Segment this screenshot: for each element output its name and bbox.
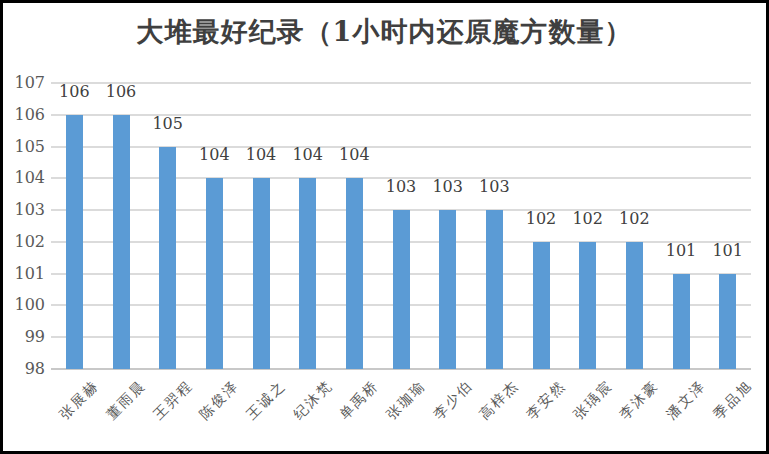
bar: [206, 178, 223, 369]
x-axis-category-label: 季品旭: [710, 377, 757, 424]
y-axis-tick-label: 106: [3, 106, 45, 124]
bar: [113, 115, 130, 369]
bar: [719, 274, 736, 369]
y-axis-tick-label: 107: [3, 74, 45, 92]
y-gridline: [51, 146, 751, 148]
bar-value-label: 102: [602, 210, 666, 228]
x-axis-category-label: 高梓杰: [476, 377, 523, 424]
bar: [66, 115, 83, 369]
chart-window: 大堆最好纪录（1小时内还原魔方数量） 989910010110210310410…: [0, 0, 769, 454]
bar: [159, 147, 176, 369]
y-axis-tick-label: 103: [3, 201, 45, 219]
y-axis-tick-label: 100: [3, 296, 45, 314]
y-axis-tick-label: 99: [3, 328, 45, 346]
bar: [486, 210, 503, 369]
x-axis-category-label: 王诚之: [243, 377, 290, 424]
bar: [439, 210, 456, 369]
x-axis-category-label: 张展赫: [56, 377, 103, 424]
x-axis-category-label: 李安然: [523, 377, 570, 424]
bar-value-label: 105: [136, 115, 200, 133]
bar: [393, 210, 410, 369]
bar-value-label: 104: [322, 146, 386, 164]
bar: [346, 178, 363, 369]
y-gridline: [51, 82, 751, 84]
bar: [299, 178, 316, 369]
x-axis-category-label: 李沐豪: [616, 377, 663, 424]
y-axis-tick-label: 105: [3, 138, 45, 156]
bar: [533, 242, 550, 369]
x-axis-category-label: 王羿程: [150, 377, 197, 424]
bar: [579, 242, 596, 369]
x-axis-category-label: 张瑀宸: [570, 377, 617, 424]
x-axis-category-label: 单禹桥: [336, 377, 383, 424]
x-axis-category-label: 潘文泽: [663, 377, 710, 424]
bar: [253, 178, 270, 369]
x-axis-category-label: 李少伯: [430, 377, 477, 424]
bar-value-label: 103: [462, 178, 526, 196]
bar: [626, 242, 643, 369]
bar: [673, 274, 690, 369]
y-axis-tick-label: 98: [3, 360, 45, 378]
y-axis-tick-label: 102: [3, 233, 45, 251]
bar-value-label: 106: [89, 83, 153, 101]
plot-area: 9899100101102103104105106107106张展赫106董雨晨…: [3, 3, 766, 451]
x-axis-category-label: 纪沐梵: [290, 377, 337, 424]
y-axis-tick-label: 104: [3, 169, 45, 187]
x-axis-category-label: 董雨晨: [103, 377, 150, 424]
x-axis-category-label: 陈俊泽: [196, 377, 243, 424]
x-axis-category-label: 张珈瑜: [383, 377, 430, 424]
y-axis-tick-label: 101: [3, 265, 45, 283]
bar-value-label: 101: [696, 242, 760, 260]
